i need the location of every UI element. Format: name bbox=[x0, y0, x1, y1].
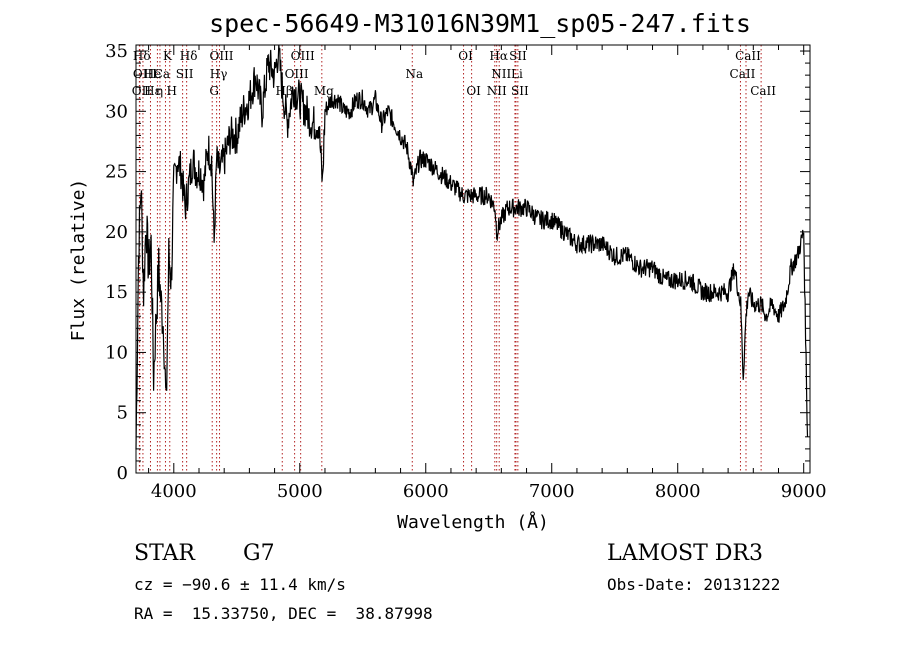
line-marker-label: OIII bbox=[285, 67, 309, 81]
x-tick-label: 7000 bbox=[529, 481, 575, 502]
object-subclass: G7 bbox=[243, 541, 275, 566]
line-marker-label: He bbox=[144, 67, 162, 81]
x-axis-label: Wavelength (Å) bbox=[397, 511, 549, 533]
line-marker-label: Hγ bbox=[210, 67, 228, 81]
line-marker-label: SII bbox=[176, 67, 194, 81]
spectral-line-markers bbox=[138, 45, 762, 473]
line-marker-label: Li bbox=[511, 67, 523, 81]
line-marker-label: K bbox=[163, 49, 173, 63]
y-tick-label: 15 bbox=[105, 282, 128, 303]
y-tick-label: 20 bbox=[105, 222, 128, 243]
line-marker-label: CaII bbox=[735, 49, 761, 63]
line-marker-label: NII bbox=[491, 67, 511, 81]
flux-series-line bbox=[135, 44, 809, 450]
line-marker-label: Hε bbox=[144, 84, 161, 98]
survey-name: LAMOST DR3 bbox=[607, 541, 763, 566]
line-marker-label: CaII bbox=[750, 84, 776, 98]
y-axis-ticks: 0 5 10 15 20 25 30 35 bbox=[105, 41, 810, 484]
line-marker-label: G bbox=[209, 84, 219, 98]
x-axis-ticks: 4000 5000 6000 7000 8000 9000 bbox=[148, 45, 827, 502]
y-tick-label: 30 bbox=[105, 101, 128, 122]
ra-dec: RA = 15.33750, DEC = 38.87998 bbox=[134, 604, 433, 623]
line-marker-label: OIII bbox=[133, 67, 157, 81]
line-marker-label: H bbox=[167, 84, 177, 98]
line-marker-label: OIII bbox=[209, 49, 233, 63]
x-tick-label: 6000 bbox=[403, 481, 449, 502]
line-marker-label: NII bbox=[487, 84, 507, 98]
line-marker-label: η bbox=[156, 84, 163, 98]
line-marker-label: Mg bbox=[314, 84, 334, 98]
line-marker-label: Hδ bbox=[133, 49, 151, 63]
object-class: STAR bbox=[134, 541, 196, 566]
chart-title: spec-56649-M31016N39M1_sp05-247.fits bbox=[209, 9, 751, 38]
plot-frame bbox=[135, 44, 811, 474]
y-axis-label: Flux (relative) bbox=[68, 179, 89, 342]
x-tick-label: 9000 bbox=[781, 481, 827, 502]
y-tick-label: 0 bbox=[117, 463, 128, 484]
line-marker-label: OI bbox=[458, 49, 473, 63]
x-tick-label: 5000 bbox=[277, 481, 323, 502]
y-tick-label: 10 bbox=[105, 342, 128, 363]
y-tick-label: 35 bbox=[105, 41, 128, 62]
line-marker-label: OIII bbox=[291, 49, 315, 63]
observation-date: Obs-Date: 20131222 bbox=[607, 575, 780, 594]
line-marker-label: OI bbox=[466, 84, 481, 98]
line-marker-label: CaII bbox=[730, 67, 756, 81]
line-marker-label: Na bbox=[405, 67, 423, 81]
line-marker-label: Ca bbox=[154, 67, 170, 81]
y-tick-label: 25 bbox=[105, 162, 128, 183]
x-tick-label: 8000 bbox=[655, 481, 701, 502]
line-marker-label: Hβ bbox=[276, 84, 293, 98]
line-marker-label: Hδ bbox=[180, 49, 198, 63]
x-tick-label: 4000 bbox=[151, 481, 197, 502]
line-marker-label: SII bbox=[511, 84, 529, 98]
line-marker-label: SII bbox=[509, 49, 527, 63]
line-marker-label: Hα bbox=[489, 49, 508, 63]
y-tick-label: 5 bbox=[117, 403, 128, 424]
redshift-cz: cz = −90.6 ± 11.4 km/s bbox=[134, 575, 346, 594]
